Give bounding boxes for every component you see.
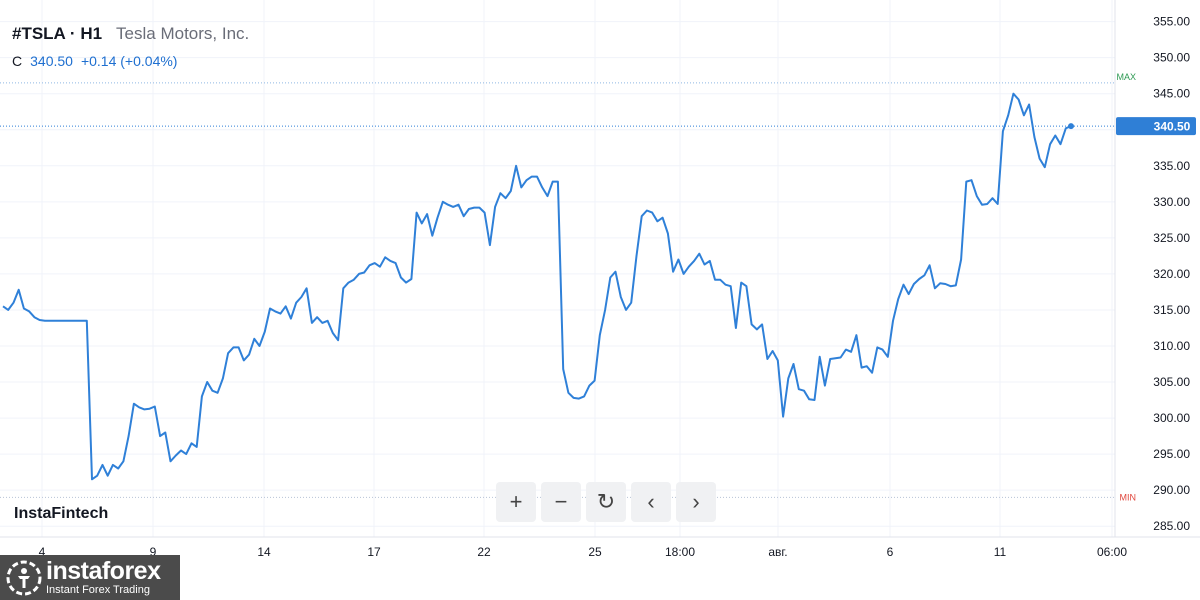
logo-name: instaforex [46,557,161,585]
chart-legend: #TSLA · H1 Tesla Motors, Inc. C 340.50 +… [12,24,249,69]
x-tick-label: 6 [887,545,894,559]
close-value: 340.50 [30,53,73,69]
y-tick-label: 310.00 [1153,339,1190,353]
scroll-forward-button[interactable]: › [676,482,716,522]
x-tick-label: 18:00 [665,545,695,559]
zoom-in-button[interactable]: + [496,482,536,522]
last-price-point [1068,123,1074,130]
y-tick-label: 355.00 [1153,15,1190,29]
y-tick-label: 320.00 [1153,267,1190,281]
time-axis[interactable]: 4 9 14 17 22 25 18:00 авг. 6 11 06:00 [39,545,1128,559]
max-tag: MAX [1116,72,1136,82]
company-name: Tesla Motors, Inc. [116,24,250,43]
x-tick-label: 14 [257,545,271,559]
x-tick-label: 25 [588,545,602,559]
reference-lines [0,82,1115,498]
x-tick-label: авг. [768,545,787,559]
symbol-title[interactable]: #TSLA · H1 [12,24,103,43]
chart-toolbar: + − ↻ ‹ › [496,482,716,522]
y-tick-label: 305.00 [1153,375,1190,389]
scroll-back-button[interactable]: ‹ [631,482,671,522]
zoom-out-button[interactable]: − [541,482,581,522]
x-tick-label: 11 [994,545,1007,559]
x-tick-label: 17 [367,545,381,559]
x-tick-label: 9 [150,545,157,559]
last-price-tag-bg [1116,117,1196,136]
chart-grid [0,0,1115,537]
y-tick-label: 345.00 [1153,87,1190,101]
reset-chart-button[interactable]: ↻ [586,482,626,522]
instaforex-logo: instaforex Instant Forex Trading [0,555,180,600]
last-price-tag: 340.50 [1154,120,1191,134]
instaforex-emblem-icon [6,560,42,595]
y-tick-label: 290.00 [1153,483,1190,497]
y-tick-label: 335.00 [1153,159,1190,173]
price-change: +0.14 (+0.04%) [80,53,178,69]
close-label: C [12,53,23,69]
axis-tags: MAX MIN 340.50 [1116,72,1196,502]
instafintech-brand: InstaFintech [14,505,109,522]
y-tick-label: 350.00 [1153,51,1190,65]
x-tick-label: 4 [39,545,46,559]
x-tick-label: 22 [477,545,491,559]
y-tick-label: 315.00 [1153,303,1190,317]
price-line [2,92,1072,481]
min-tag: MIN [1120,492,1137,502]
price-axis[interactable]: 285.00 290.00 295.00 300.00 305.00 310.00 315.… [1153,15,1190,534]
x-tick-label: 06:00 [1097,545,1127,559]
logo-tagline: Instant Forex Trading [46,584,150,596]
y-tick-label: 325.00 [1153,231,1190,245]
y-tick-label: 295.00 [1153,447,1190,461]
y-tick-label: 300.00 [1153,411,1190,425]
y-tick-label: 330.00 [1153,195,1190,209]
y-tick-label: 285.00 [1153,519,1190,533]
